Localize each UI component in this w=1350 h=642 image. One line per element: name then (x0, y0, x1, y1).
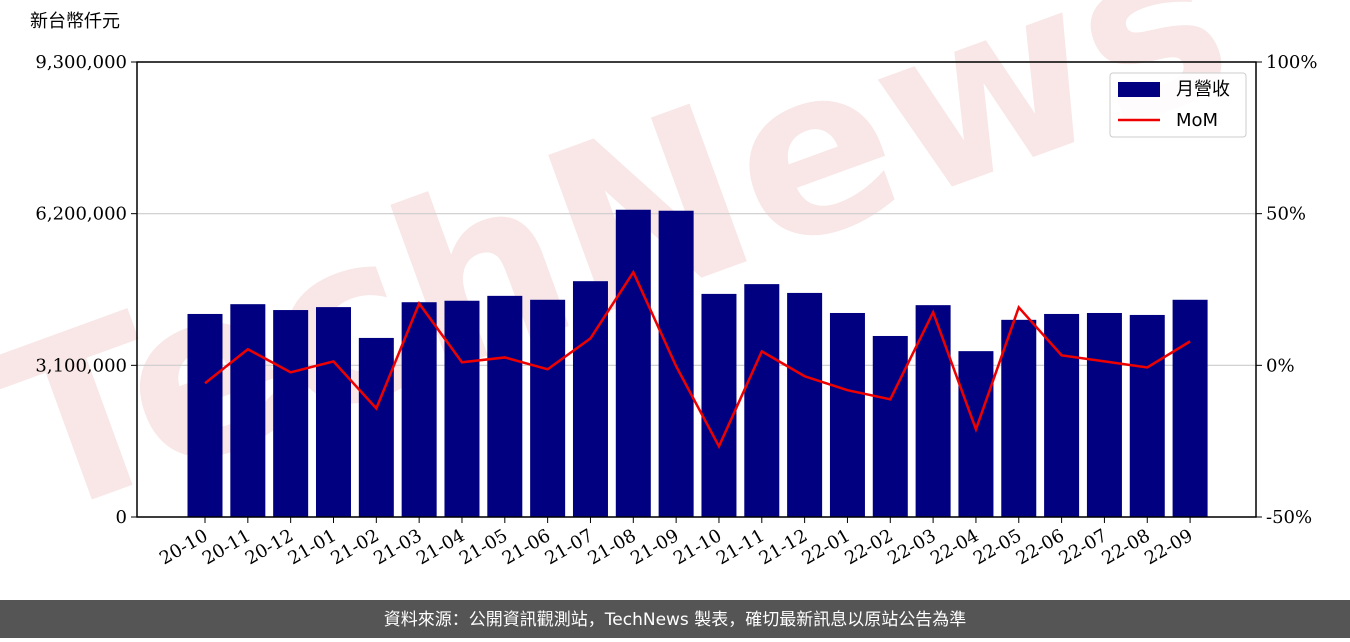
x-tick-label: 21-07 (542, 525, 597, 569)
x-tick-label: 22-03 (884, 525, 939, 569)
bar (1044, 313, 1080, 517)
bar (401, 302, 437, 517)
y-tick-label: 3,100,000 (35, 355, 127, 376)
y2-tick-label: 100% (1266, 52, 1317, 73)
x-tick-label: 21-04 (413, 525, 468, 569)
x-tick-label: 21-10 (670, 525, 725, 569)
bar (230, 304, 266, 517)
bar (958, 351, 994, 517)
x-tick-label: 21-11 (713, 525, 768, 569)
x-tick-label: 22-01 (799, 525, 854, 569)
legend-label: 月營收 (1176, 79, 1230, 100)
y-tick-label: 9,300,000 (35, 52, 127, 73)
y2-tick-label: 50% (1266, 204, 1306, 225)
y-tick-label: 0 (116, 507, 127, 528)
x-tick-label: 21-08 (584, 525, 639, 569)
x-tick-label: 21-03 (370, 525, 425, 569)
bar (1129, 314, 1165, 517)
axes-frame (136, 61, 1257, 518)
bar (787, 292, 823, 517)
bar (273, 310, 309, 517)
x-tick-label: 21-01 (285, 525, 340, 569)
bar (487, 295, 523, 517)
footer-bar (0, 600, 1350, 638)
source-note: 資料來源：公開資訊觀測站，TechNews 製表，確切最新訊息以原站公告為準 (384, 610, 966, 630)
x-tick-label: 21-06 (499, 525, 554, 569)
bar (530, 299, 566, 517)
bar (615, 209, 651, 517)
x-tick-label: 22-08 (1098, 525, 1153, 569)
x-tick-label: 21-02 (327, 525, 382, 569)
legend: 月營收 MoM (1109, 72, 1247, 138)
bar (701, 293, 737, 517)
legend-label: MoM (1176, 110, 1218, 131)
y-tick-label: 6,200,000 (35, 204, 127, 225)
x-tick-label: 22-05 (970, 525, 1025, 569)
legend-swatch (1118, 82, 1160, 97)
bar (915, 305, 951, 517)
x-tick-label: 21-12 (756, 525, 811, 569)
bar (744, 284, 780, 517)
x-tick-label: 22-09 (1141, 525, 1196, 569)
x-tick-label: 21-05 (456, 525, 511, 569)
plot-area: TechNews03,100,0006,200,0009,300,000-50%… (0, 0, 1317, 571)
bar (1001, 319, 1037, 517)
bar (1172, 299, 1208, 517)
bar (829, 312, 865, 517)
bar (572, 281, 608, 517)
mom-line (204, 269, 1191, 450)
x-tick-label: 22-07 (1055, 525, 1110, 569)
bar (187, 313, 223, 517)
bar (358, 337, 394, 517)
x-tick-label: 22-06 (1013, 525, 1068, 569)
y-axis-label: 新台幣仟元 (30, 11, 120, 32)
x-tick-label: 21-09 (627, 525, 682, 569)
bar (315, 307, 351, 517)
y2-tick-label: 0% (1266, 355, 1295, 376)
x-tick-label: 22-02 (841, 525, 896, 569)
bar (872, 335, 908, 517)
x-tick-label: 20-10 (156, 525, 211, 569)
x-tick-label: 20-12 (242, 525, 297, 569)
bar (444, 300, 480, 517)
y2-tick-label: -50% (1266, 507, 1312, 528)
x-tick-label: 22-04 (927, 525, 982, 569)
x-tick-label: 20-11 (199, 525, 254, 569)
bar (1086, 312, 1122, 517)
